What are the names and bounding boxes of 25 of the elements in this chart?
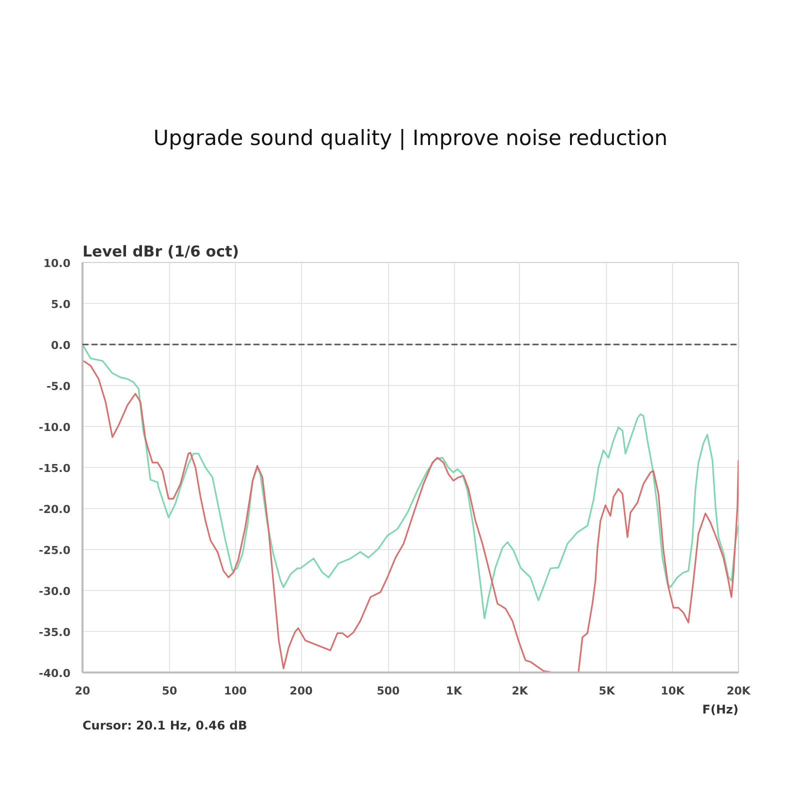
x-tick-label: 20 <box>74 684 90 698</box>
y-tick-label: -5.0 <box>46 380 71 393</box>
x-tick-label: 100 <box>224 684 248 698</box>
x-tick-label: 50 <box>162 684 178 698</box>
y-tick-label: -30.0 <box>38 585 71 598</box>
x-tick-label: 200 <box>290 684 313 698</box>
y-tick-label: -25.0 <box>38 544 71 557</box>
x-tick-label: 10K <box>660 684 686 698</box>
y-tick-label: 10.0 <box>43 257 71 270</box>
y-tick-label: -40.0 <box>38 667 71 680</box>
x-tick-label: 500 <box>376 684 400 698</box>
y-axis-title: Level dBr (1/6 oct) <box>82 242 239 260</box>
x-axis-title: F(Hz) <box>702 702 739 716</box>
x-tick-label: 2K <box>512 684 528 698</box>
y-tick-label: -10.0 <box>38 421 71 434</box>
chart-title: Upgrade sound quality | Improve noise reduction <box>153 126 668 150</box>
x-tick-label: 5K <box>598 684 616 698</box>
x-tick-label: 20K <box>726 684 751 698</box>
text: Cursor: 20.1 Hz, 0.46 dB <box>82 718 248 732</box>
y-tick-label: 5.0 <box>51 298 71 311</box>
y-tick-label: -20.0 <box>38 503 71 516</box>
x-tick-label: 1K <box>446 684 463 698</box>
y-tick-label: 0.0 <box>51 339 71 352</box>
y-tick-label: -15.0 <box>38 462 71 475</box>
y-tick-label: -35.0 <box>38 626 71 639</box>
